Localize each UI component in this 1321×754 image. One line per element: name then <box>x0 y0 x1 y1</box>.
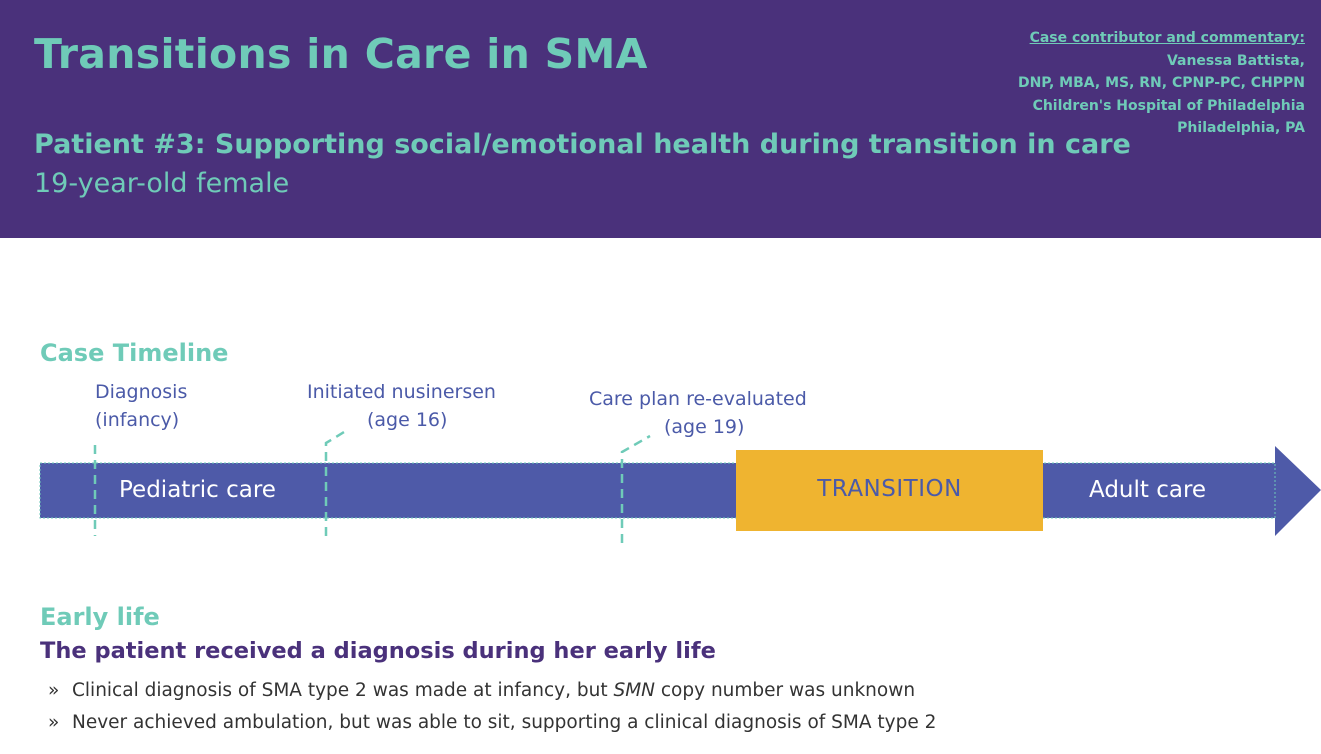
patient-descriptor: 19-year-old female <box>34 168 290 199</box>
early-life-bullets: » Clinical diagnosis of SMA type 2 was ma… <box>48 675 936 739</box>
marker-nusinersen <box>324 430 350 536</box>
bullet-mark: » <box>48 680 60 701</box>
bullet-text: Clinical diagnosis of SMA type 2 was mad… <box>72 680 614 701</box>
bullet-text-italic: SMN <box>613 680 655 701</box>
timeline-graphic <box>39 430 1321 543</box>
header-banner: Transitions in Care in SMA Patient #3: S… <box>0 0 1321 238</box>
segment-adult-care: Adult care <box>1089 477 1207 503</box>
marker-care-plan <box>620 434 651 543</box>
contributor-heading: Case contributor and commentary: <box>1029 30 1305 46</box>
timeline-bar-dotted-border <box>39 462 1276 519</box>
contributor-block: Case contributor and commentary: Vanessa… <box>1018 27 1305 140</box>
milestone-diagnosis: Diagnosis (infancy) <box>95 378 187 434</box>
milestone-diagnosis-age: (infancy) <box>95 409 180 431</box>
milestone-nusinersen-title: Initiated nusinersen <box>307 381 496 403</box>
page-title: Transitions in Care in SMA <box>34 30 648 78</box>
bullet-text: Never achieved ambulation, but was able … <box>72 712 937 733</box>
early-life-lead: The patient received a diagnosis during … <box>40 638 716 664</box>
transition-box <box>736 450 1043 531</box>
contributor-institution: Children's Hospital of Philadelphia <box>1032 97 1305 114</box>
contributor-location: Philadelphia, PA <box>1177 120 1305 136</box>
contributor-credentials: DNP, MBA, MS, RN, CPNP-PC, CHPPN <box>1017 75 1305 91</box>
early-life-heading: Early life <box>40 603 160 631</box>
milestone-nusinersen: Initiated nusinersen (age 16) <box>307 378 496 434</box>
bullet-item: » Clinical diagnosis of SMA type 2 was ma… <box>48 675 936 707</box>
milestone-care-plan: Care plan re-evaluated (age 19) <box>589 385 807 441</box>
contributor-name: Vanessa Battista, <box>1166 52 1305 69</box>
segment-transition: TRANSITION <box>817 476 962 502</box>
bullet-item: » Never achieved ambulation, but was able… <box>48 707 936 739</box>
bullet-mark: » <box>48 712 60 733</box>
page-subtitle: Patient #3: Supporting social/emotional … <box>34 129 1131 160</box>
segment-pediatric-care: Pediatric care <box>119 477 276 503</box>
milestone-care-plan-age: (age 19) <box>664 416 745 438</box>
bullet-text-end: copy number was unknown <box>655 680 916 701</box>
milestone-care-plan-title: Care plan re-evaluated <box>589 388 807 410</box>
milestone-diagnosis-title: Diagnosis <box>95 381 188 403</box>
timeline-heading: Case Timeline <box>40 339 229 367</box>
milestone-nusinersen-age: (age 16) <box>367 409 448 431</box>
